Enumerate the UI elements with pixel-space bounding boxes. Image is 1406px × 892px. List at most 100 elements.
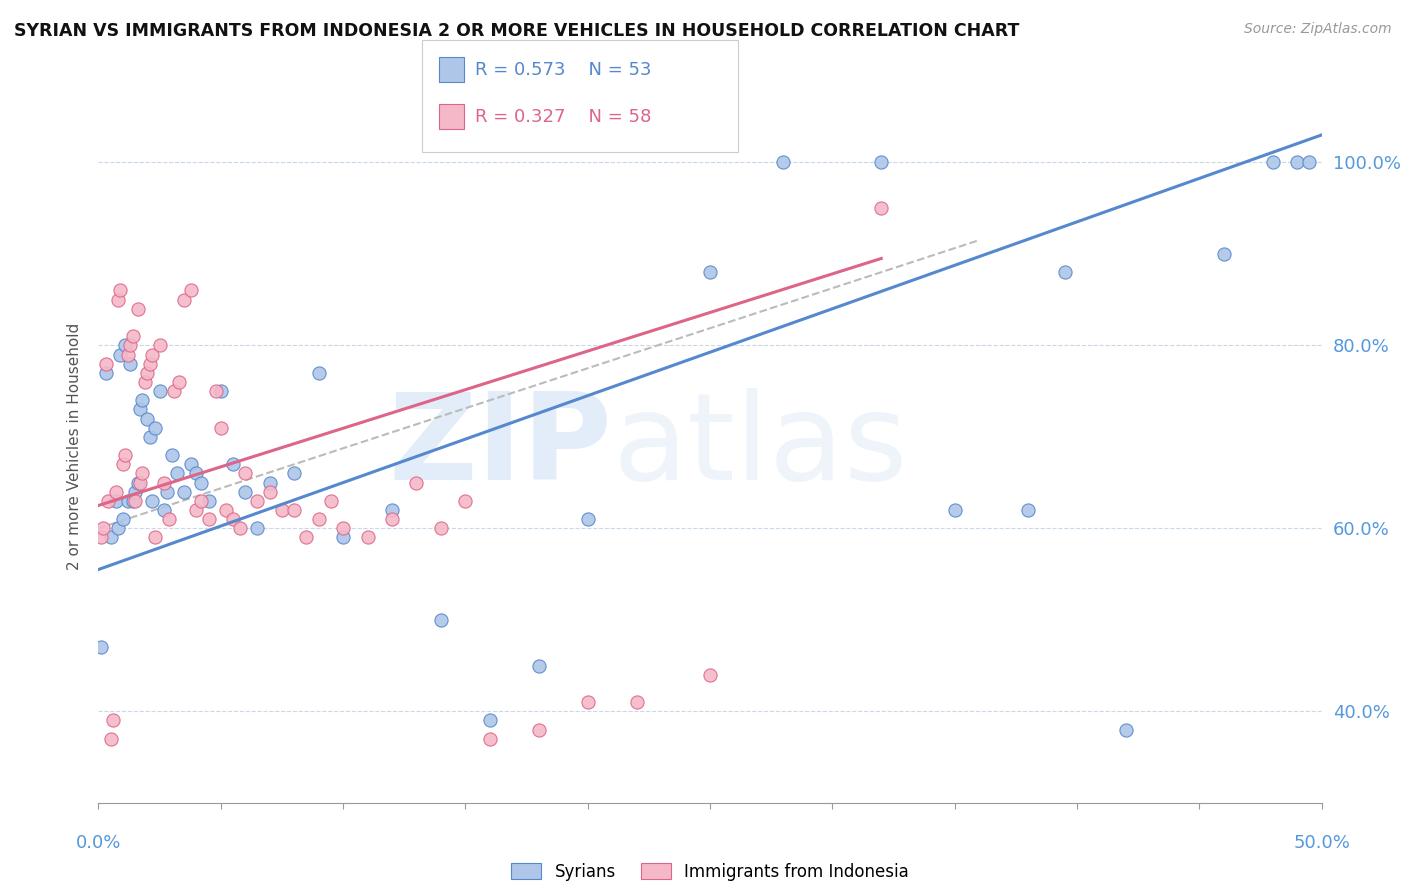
Text: Source: ZipAtlas.com: Source: ZipAtlas.com <box>1244 22 1392 37</box>
Point <box>166 467 188 481</box>
Point <box>186 467 208 481</box>
Point <box>100 731 122 746</box>
Point <box>127 301 149 316</box>
Point <box>139 430 162 444</box>
Point <box>107 293 129 307</box>
Point <box>94 366 117 380</box>
Point <box>430 613 453 627</box>
Point <box>209 384 232 398</box>
Point <box>110 284 132 298</box>
Point <box>259 484 281 499</box>
Point <box>943 503 966 517</box>
Point <box>127 475 149 490</box>
Point <box>157 512 180 526</box>
Point <box>527 723 550 737</box>
Point <box>114 448 136 462</box>
Point <box>173 484 195 499</box>
Point <box>270 503 294 517</box>
Point <box>478 714 501 728</box>
Point <box>1115 723 1137 737</box>
Point <box>319 494 342 508</box>
Point <box>1286 155 1309 169</box>
Point <box>141 347 163 361</box>
Point <box>124 484 146 499</box>
Point <box>381 503 404 517</box>
Point <box>149 338 172 352</box>
Point <box>246 494 269 508</box>
Point <box>110 347 132 361</box>
Point <box>222 512 245 526</box>
Point <box>205 384 228 398</box>
Point <box>1053 265 1076 279</box>
Point <box>104 484 127 499</box>
Point <box>626 695 648 709</box>
Point <box>870 201 893 215</box>
Text: atlas: atlas <box>612 387 908 505</box>
Point <box>259 475 281 490</box>
Point <box>131 393 153 408</box>
Point <box>141 494 163 508</box>
Point <box>870 155 893 169</box>
Point <box>104 494 127 508</box>
Point <box>136 411 159 425</box>
Point <box>143 531 166 545</box>
Point <box>527 658 550 673</box>
Point <box>153 475 176 490</box>
Point <box>229 521 252 535</box>
Point <box>233 484 256 499</box>
Point <box>107 521 129 535</box>
Text: R = 0.327    N = 58: R = 0.327 N = 58 <box>475 108 651 126</box>
Point <box>180 458 202 472</box>
Point <box>134 375 156 389</box>
Point <box>167 375 190 389</box>
Point <box>214 503 236 517</box>
Point <box>332 521 354 535</box>
Point <box>173 293 195 307</box>
Point <box>120 338 142 352</box>
Point <box>129 475 152 490</box>
Text: ZIP: ZIP <box>388 387 612 505</box>
Point <box>1212 247 1234 261</box>
Point <box>117 347 139 361</box>
Point <box>190 494 212 508</box>
Point <box>156 484 179 499</box>
Point <box>124 494 146 508</box>
Point <box>246 521 269 535</box>
Point <box>295 531 318 545</box>
Point <box>283 503 305 517</box>
Text: 50.0%: 50.0% <box>1294 834 1350 852</box>
Point <box>111 512 134 526</box>
Point <box>209 420 232 434</box>
Point <box>283 467 305 481</box>
Point <box>114 338 136 352</box>
Point <box>576 695 599 709</box>
Point <box>308 366 330 380</box>
Text: R = 0.573    N = 53: R = 0.573 N = 53 <box>475 61 652 78</box>
Point <box>90 531 112 545</box>
Legend: Syrians, Immigrants from Indonesia: Syrians, Immigrants from Indonesia <box>505 856 915 888</box>
Point <box>1261 155 1284 169</box>
Point <box>233 467 256 481</box>
Point <box>1017 503 1039 517</box>
Point <box>100 531 122 545</box>
Point <box>197 494 219 508</box>
Point <box>190 475 212 490</box>
Point <box>356 531 378 545</box>
Point <box>197 512 219 526</box>
Point <box>101 714 124 728</box>
Point <box>576 512 599 526</box>
Point <box>149 384 172 398</box>
Point <box>699 667 721 681</box>
Point <box>699 265 721 279</box>
Point <box>153 503 176 517</box>
Point <box>1298 155 1320 169</box>
Point <box>120 357 142 371</box>
Point <box>121 494 143 508</box>
Point <box>478 731 501 746</box>
Point <box>121 329 143 343</box>
Point <box>111 458 134 472</box>
Point <box>160 448 183 462</box>
Point <box>332 531 354 545</box>
Point <box>405 475 427 490</box>
Point <box>97 494 120 508</box>
